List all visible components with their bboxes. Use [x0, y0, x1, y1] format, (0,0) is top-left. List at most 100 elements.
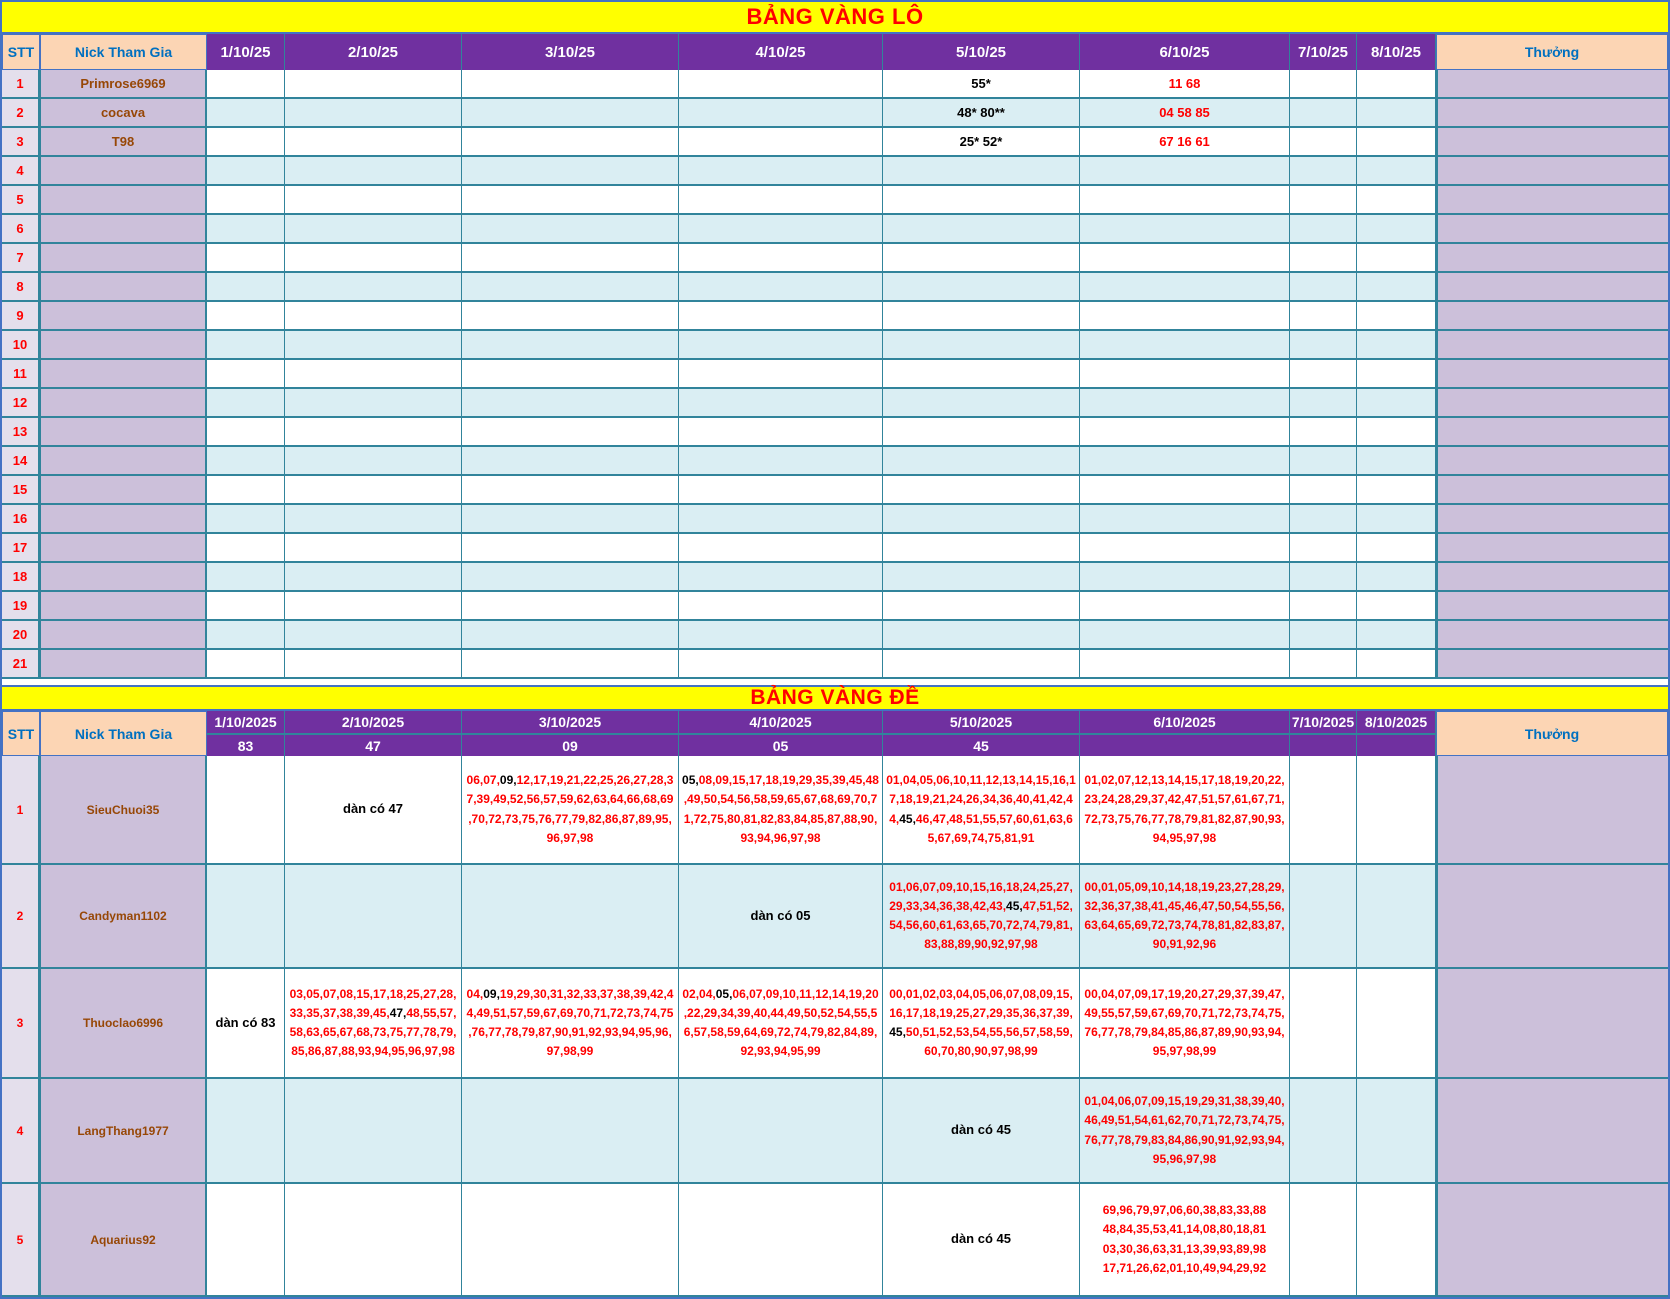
date-cell[interactable] — [679, 389, 883, 416]
date-cell[interactable] — [1357, 1079, 1436, 1182]
date-cell[interactable] — [1290, 70, 1357, 97]
date-cell[interactable]: dàn có 83 — [207, 969, 285, 1077]
date-cell[interactable] — [1080, 186, 1290, 213]
date-cell[interactable] — [1080, 476, 1290, 503]
date-cell[interactable] — [1357, 244, 1436, 271]
date-cell[interactable] — [207, 865, 285, 967]
stt-cell[interactable]: 3 — [2, 969, 40, 1077]
date-cell[interactable] — [1080, 650, 1290, 677]
date-cell[interactable] — [679, 650, 883, 677]
thuong-cell[interactable] — [1436, 1184, 1668, 1295]
date-cell[interactable] — [462, 186, 679, 213]
date-cell[interactable] — [1290, 505, 1357, 532]
date-cell[interactable] — [1357, 1184, 1436, 1295]
date-cell[interactable] — [285, 650, 462, 677]
date-cell[interactable] — [1290, 756, 1357, 863]
stt-cell[interactable]: 3 — [2, 128, 40, 155]
date-cell[interactable] — [1357, 505, 1436, 532]
date-cell[interactable] — [1290, 99, 1357, 126]
stt-cell[interactable]: 2 — [2, 865, 40, 967]
stt-cell[interactable]: 11 — [2, 360, 40, 387]
date-cell[interactable] — [462, 331, 679, 358]
stt-cell[interactable]: 10 — [2, 331, 40, 358]
date-cell[interactable] — [1080, 157, 1290, 184]
stt-cell[interactable]: 2 — [2, 99, 40, 126]
thuong-cell[interactable] — [1436, 186, 1668, 213]
date-cell[interactable]: 01,06,07,09,10,15,16,18,24,25,27,29,33,3… — [883, 865, 1080, 967]
date-cell[interactable] — [883, 331, 1080, 358]
date-cell[interactable] — [207, 592, 285, 619]
date-cell[interactable] — [462, 1184, 679, 1295]
thuong-cell[interactable] — [1436, 621, 1668, 648]
date-cell[interactable] — [462, 865, 679, 967]
date-cell[interactable]: 48* 80** — [883, 99, 1080, 126]
thuong-cell[interactable] — [1436, 447, 1668, 474]
date-cell[interactable] — [285, 563, 462, 590]
date-cell[interactable] — [1080, 360, 1290, 387]
date-cell[interactable] — [207, 650, 285, 677]
date-cell[interactable] — [883, 215, 1080, 242]
date-cell[interactable] — [1080, 418, 1290, 445]
stt-cell[interactable]: 17 — [2, 534, 40, 561]
date-cell[interactable] — [462, 505, 679, 532]
date-cell[interactable] — [883, 563, 1080, 590]
date-cell[interactable] — [285, 418, 462, 445]
date-cell[interactable]: 00,04,07,09,17,19,20,27,29,37,39,47,49,5… — [1080, 969, 1290, 1077]
thuong-cell[interactable] — [1436, 302, 1668, 329]
date-cell[interactable] — [207, 621, 285, 648]
date-cell[interactable]: 03,05,07,08,15,17,18,25,27,28,33,35,37,3… — [285, 969, 462, 1077]
date-cell[interactable] — [285, 128, 462, 155]
date-cell[interactable] — [679, 360, 883, 387]
nick-cell[interactable] — [40, 476, 207, 503]
date-cell[interactable] — [679, 1079, 883, 1182]
date-cell[interactable] — [207, 273, 285, 300]
thuong-cell[interactable] — [1436, 215, 1668, 242]
date-cell[interactable] — [1357, 99, 1436, 126]
date-cell[interactable] — [1080, 302, 1290, 329]
date-cell[interactable] — [679, 592, 883, 619]
date-cell[interactable]: 01,04,05,06,10,11,12,13,14,15,16,17,18,1… — [883, 756, 1080, 863]
date-cell[interactable] — [1357, 756, 1436, 863]
date-cell[interactable] — [1357, 273, 1436, 300]
stt-cell[interactable]: 9 — [2, 302, 40, 329]
date-cell[interactable] — [679, 70, 883, 97]
thuong-cell[interactable] — [1436, 650, 1668, 677]
date-cell[interactable] — [1080, 563, 1290, 590]
date-cell[interactable] — [679, 99, 883, 126]
date-cell[interactable] — [462, 447, 679, 474]
thuong-cell[interactable] — [1436, 360, 1668, 387]
date-cell[interactable] — [462, 534, 679, 561]
date-cell[interactable] — [462, 592, 679, 619]
nick-cell[interactable] — [40, 534, 207, 561]
date-cell[interactable] — [679, 418, 883, 445]
date-cell[interactable] — [679, 621, 883, 648]
date-cell[interactable] — [1290, 157, 1357, 184]
date-cell[interactable] — [462, 1079, 679, 1182]
date-cell[interactable] — [207, 563, 285, 590]
thuong-cell[interactable] — [1436, 505, 1668, 532]
date-cell[interactable] — [883, 447, 1080, 474]
date-cell[interactable] — [883, 505, 1080, 532]
nick-cell[interactable]: SieuChuoi35 — [40, 756, 207, 863]
date-cell[interactable] — [1357, 650, 1436, 677]
date-cell[interactable] — [285, 244, 462, 271]
date-cell[interactable] — [462, 621, 679, 648]
thuong-cell[interactable] — [1436, 70, 1668, 97]
date-cell[interactable] — [1357, 621, 1436, 648]
nick-cell[interactable] — [40, 389, 207, 416]
nick-cell[interactable] — [40, 563, 207, 590]
date-cell[interactable]: 05,08,09,15,17,18,19,29,35,39,45,48,49,5… — [679, 756, 883, 863]
nick-cell[interactable] — [40, 273, 207, 300]
date-cell[interactable] — [207, 476, 285, 503]
date-cell[interactable] — [285, 331, 462, 358]
date-cell[interactable] — [1080, 592, 1290, 619]
date-cell[interactable] — [462, 650, 679, 677]
date-cell[interactable] — [1290, 273, 1357, 300]
date-cell[interactable] — [1290, 476, 1357, 503]
date-cell[interactable]: 11 68 — [1080, 70, 1290, 97]
date-cell[interactable]: 04 58 85 — [1080, 99, 1290, 126]
date-cell[interactable] — [1080, 273, 1290, 300]
thuong-cell[interactable] — [1436, 99, 1668, 126]
date-cell[interactable]: 67 16 61 — [1080, 128, 1290, 155]
stt-cell[interactable]: 5 — [2, 1184, 40, 1295]
